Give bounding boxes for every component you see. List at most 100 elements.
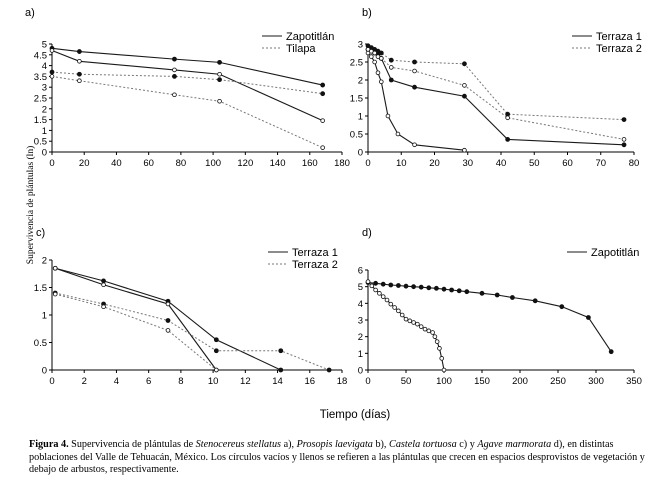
data-point [412,68,417,74]
x-tick-label: 140 [270,158,286,169]
x-tick-label: 120 [237,158,253,169]
data-point [76,49,82,54]
x-tick-label: 14 [272,376,283,387]
panel-label: c) [36,227,45,239]
data-point [49,74,55,79]
data-point [165,301,171,307]
x-tick-label: 50 [529,158,540,169]
data-point [172,67,177,73]
data-point [385,113,391,119]
data-point [621,137,627,142]
data-point [377,291,382,296]
data-point [449,287,455,293]
data-point [172,56,177,62]
data-point [378,56,384,61]
shared-y-axis-label: Supervivencia de plántulas (ln) [25,146,36,264]
series-line [55,293,217,371]
data-point [395,131,401,137]
x-tick-label: 10 [396,158,407,169]
data-point [373,287,378,293]
data-point [101,278,106,284]
data-point [392,305,397,310]
data-point [384,297,390,303]
y-tick-label: 3 [358,316,363,327]
legend-label: Terraza 2 [292,259,338,271]
x-tick-label: 350 [626,376,642,387]
y-tick-label: 5 [358,282,363,293]
data-point [320,82,326,88]
data-point [411,284,417,290]
y-tick-label: 5 [42,40,47,51]
x-tick-label: 18 [337,376,348,387]
x-tick-label: 0 [365,158,370,169]
y-tick-label: 2 [42,104,47,115]
data-point [369,283,375,289]
data-point [77,58,82,64]
data-point [49,69,55,75]
caption-species-3: Castela tortuosa [389,439,457,450]
data-point [369,54,374,59]
data-point [505,115,510,121]
x-tick-label: 12 [240,376,251,387]
data-point [418,324,424,329]
data-point [395,283,401,288]
y-tick-label: 1 [42,311,47,322]
y-tick-label: 3.5 [34,72,47,83]
data-point [217,77,222,83]
data-point [214,367,219,373]
y-tick-label: 2 [358,332,363,343]
data-point [532,298,538,304]
series-line [51,47,323,86]
data-point [437,346,442,351]
y-tick-label: 2.5 [34,94,47,105]
caption-species-1: Stenocereus stellatus [195,439,282,450]
series-line [55,292,330,371]
data-point [621,117,627,122]
data-point [52,291,58,297]
caption-text-1: Supervivencia de plántulas de [68,439,196,450]
data-point [213,337,219,343]
x-tick-label: 0 [49,158,54,169]
data-point [621,142,627,148]
data-point [388,301,394,307]
data-point [101,304,106,310]
data-point [76,71,82,77]
data-point [278,348,284,354]
data-point [462,61,467,67]
x-tick-label: 100 [205,158,221,169]
data-point [412,142,417,148]
data-point [217,59,222,65]
legend-label: Terraza 2 [596,43,642,55]
data-point [418,284,424,290]
y-tick-label: 0 [42,366,47,377]
y-tick-label: 0.5 [350,130,363,141]
x-tick-label: 8 [178,376,183,387]
x-tick-label: 70 [595,158,606,169]
data-point [396,308,401,314]
y-tick-label: 1 [358,349,363,360]
data-point [462,83,467,88]
y-tick-label: 3 [42,83,47,94]
data-point [388,77,394,83]
data-point [172,92,177,98]
data-point [165,318,171,323]
legend-label: Terraza 1 [596,31,642,43]
x-tick-label: 40 [496,158,507,169]
data-point [326,367,332,373]
y-tick-label: 1.5 [34,115,47,126]
data-point [375,70,381,76]
caption-species-2: Prosopis laevigata [296,439,373,450]
data-point [373,280,379,286]
y-tick-label: 0.5 [34,338,47,349]
x-tick-label: 20 [79,158,90,169]
y-tick-label: 6 [358,266,363,277]
x-tick-label: 250 [550,376,566,387]
caption-text-3: b), [372,439,390,450]
chart-panel-a: a) 0 20 40 60 80 100 120 140 160 180 00.511.522.533… [25,7,350,169]
data-point [403,283,409,289]
y-tick-label: 0.5 [34,137,47,148]
y-tick-label: 4 [358,299,363,310]
x-tick-label: 180 [334,158,350,169]
data-point [320,145,325,150]
panel-label: b) [362,7,372,19]
